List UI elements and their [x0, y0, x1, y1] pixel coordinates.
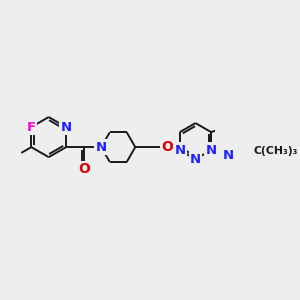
Text: N: N [61, 121, 72, 134]
Text: N: N [206, 144, 217, 157]
Text: N: N [223, 149, 234, 162]
Text: N: N [96, 141, 107, 154]
Text: F: F [27, 121, 36, 134]
Text: O: O [78, 163, 90, 176]
Text: N: N [174, 144, 185, 157]
Text: N: N [190, 153, 201, 166]
Text: O: O [161, 140, 173, 154]
Text: C(CH₃)₃: C(CH₃)₃ [254, 146, 298, 156]
